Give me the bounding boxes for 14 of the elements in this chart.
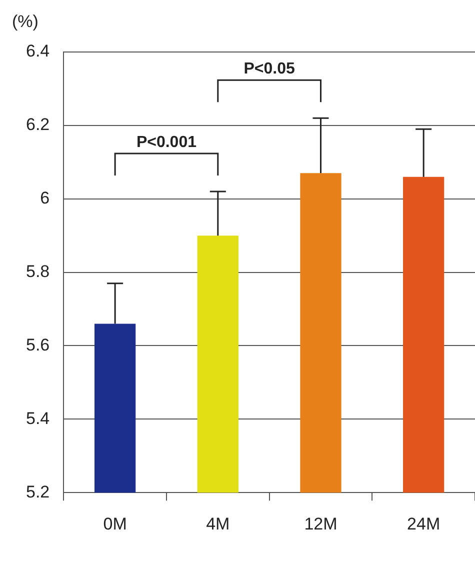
annotation: P<0.001 <box>136 134 197 151</box>
y-tick-label: 5.4 <box>26 408 50 428</box>
y-axis-title: (%) <box>12 12 38 32</box>
y-tick-label: 5.2 <box>26 482 50 502</box>
y-tick-label: 6.2 <box>26 115 50 134</box>
x-tick-label: 24M <box>407 514 440 534</box>
y-tick-label: 6.4 <box>26 42 50 61</box>
x-tick-label: 0M <box>103 514 127 534</box>
y-tick-label: 5.8 <box>26 262 50 281</box>
x-tick-label: 12M <box>304 514 338 534</box>
annotation: P<0.05 <box>244 60 295 78</box>
y-tick-label: 6 <box>40 188 50 208</box>
x-tick-label: 4M <box>206 514 230 534</box>
y-tick-label: 5.6 <box>26 335 50 354</box>
